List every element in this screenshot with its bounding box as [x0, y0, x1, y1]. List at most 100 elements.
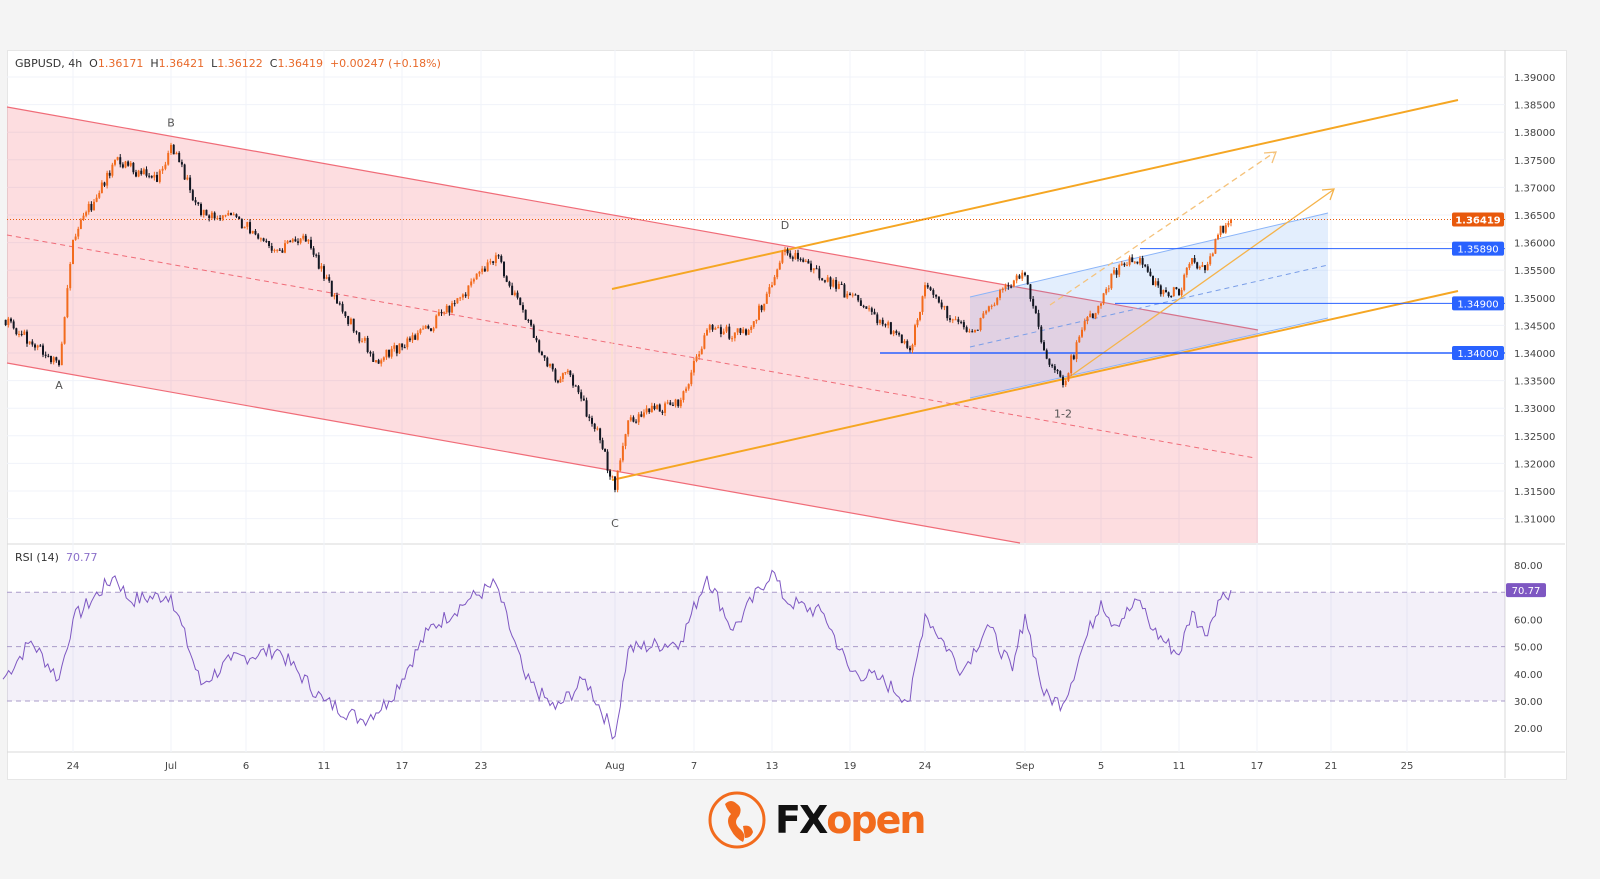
candle	[205, 209, 208, 216]
time-tick-label: Sep	[1016, 761, 1035, 772]
descending-channel-mid[interactable]	[6, 234, 1256, 459]
candle	[129, 162, 132, 166]
ascending-channel-lower[interactable]	[969, 317, 1329, 399]
ascending-channel-mid[interactable]	[969, 264, 1329, 348]
candle	[903, 341, 906, 344]
candle	[624, 434, 627, 446]
candle	[401, 343, 404, 348]
time-tick-label: Aug	[605, 761, 625, 772]
price-tick-label: 1.37500	[1514, 156, 1555, 167]
candle	[363, 337, 366, 341]
projection-arrow-dashed[interactable]	[1049, 151, 1276, 306]
descending-channel-upper[interactable]	[6, 106, 1259, 331]
price-axis[interactable]: 1.39000 1.38500 1.38000 1.37500 1.37000 1.365…	[1506, 73, 1555, 735]
projection-arrow[interactable]	[1064, 189, 1334, 381]
trend-line-lower[interactable]	[611, 290, 1459, 481]
candle	[1115, 270, 1118, 275]
candle	[755, 319, 758, 322]
candle	[492, 261, 495, 263]
high-value: 1.36421	[158, 57, 205, 70]
symbol-legend: GBPUSD, 4h O1.36171 H1.36421 L1.36122 C1…	[15, 57, 441, 70]
candle	[692, 360, 695, 373]
price-tick-label: 1.36000	[1514, 239, 1555, 250]
candle	[1178, 289, 1180, 296]
candle	[323, 266, 325, 279]
candle	[100, 182, 103, 193]
ascending-channel-upper[interactable]	[969, 212, 1329, 298]
candle	[349, 318, 352, 325]
candle	[395, 345, 398, 354]
candle	[521, 305, 524, 310]
drawings	[6, 99, 1459, 544]
candle	[682, 391, 685, 400]
candle	[669, 402, 672, 405]
candle	[854, 294, 857, 296]
candle	[414, 335, 417, 340]
candle	[1021, 272, 1024, 279]
time-tick-label: 21	[1325, 761, 1338, 772]
candle	[671, 404, 674, 406]
arrow-head-icon	[1263, 151, 1277, 164]
chart-panel[interactable]	[7, 50, 1567, 780]
candle	[677, 399, 680, 407]
candle	[996, 297, 999, 305]
candle	[1048, 358, 1051, 365]
candle	[451, 303, 454, 313]
candle	[1100, 303, 1102, 306]
candle	[733, 332, 736, 339]
candle	[191, 190, 194, 201]
candle	[566, 370, 569, 373]
trend-line-upper[interactable]	[611, 99, 1459, 290]
candle	[906, 341, 909, 348]
candle	[382, 357, 385, 361]
candle	[153, 174, 156, 178]
time-axis[interactable]: 24 Jul 6 11 17 23 Aug 7 13 19 24 Sep 5 11 17 21 25	[67, 761, 1414, 772]
rsi-tick-label: 30.00	[1514, 697, 1543, 708]
price-tick-label: 1.32500	[1514, 432, 1555, 443]
candle	[535, 337, 538, 341]
time-tick-label: 17	[1251, 761, 1264, 772]
candle	[619, 460, 622, 471]
time-tick-label: 11	[1173, 761, 1186, 772]
candle	[1118, 265, 1121, 275]
rsi-pane	[2, 569, 1505, 740]
candle	[270, 246, 273, 251]
candle	[42, 345, 44, 355]
candle	[148, 175, 151, 177]
rsi-tick-label: 60.00	[1514, 615, 1543, 626]
candle	[851, 294, 854, 296]
candle	[601, 440, 604, 449]
candle	[1051, 364, 1054, 367]
candle	[546, 357, 549, 367]
candle	[456, 298, 459, 304]
candle	[768, 287, 771, 294]
candle	[74, 236, 77, 240]
candle	[585, 400, 588, 417]
candle	[940, 302, 943, 308]
descending-channel-lower[interactable]	[6, 362, 1021, 544]
grid	[7, 50, 1505, 752]
candle	[254, 230, 257, 235]
level-price-badge	[1452, 296, 1504, 311]
candle	[530, 320, 533, 326]
candle	[661, 411, 664, 413]
candle	[265, 240, 268, 242]
candle	[1193, 258, 1196, 263]
candle	[556, 380, 559, 383]
candle	[1154, 281, 1157, 286]
candle	[892, 331, 895, 334]
candle	[656, 404, 659, 410]
candle	[1152, 275, 1154, 286]
time-tick-label: 25	[1401, 761, 1414, 772]
candle	[361, 340, 364, 342]
candle	[172, 144, 175, 155]
candle	[846, 293, 849, 298]
candle	[69, 263, 72, 289]
candle	[178, 152, 181, 163]
candle	[708, 324, 711, 330]
candle	[786, 249, 789, 254]
candle	[979, 317, 982, 331]
candle	[990, 305, 993, 307]
candle	[320, 266, 323, 269]
